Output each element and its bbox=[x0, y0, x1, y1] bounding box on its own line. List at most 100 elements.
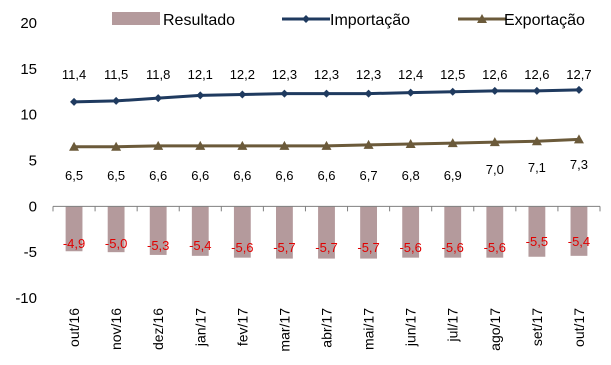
y-tick-label: 20 bbox=[20, 15, 37, 32]
point-importacao bbox=[406, 88, 415, 97]
point-exportacao bbox=[69, 141, 80, 151]
legend-marker-importacao bbox=[302, 15, 310, 23]
x-tick-label: mai/17 bbox=[361, 308, 377, 350]
data-label-exportacao: 6,6 bbox=[317, 168, 335, 183]
point-importacao bbox=[70, 97, 79, 106]
point-exportacao bbox=[279, 140, 290, 150]
y-tick-label: 5 bbox=[29, 153, 37, 170]
legend-label-importacao: Importação bbox=[330, 12, 410, 29]
point-importacao bbox=[196, 91, 205, 100]
bar-resultado bbox=[107, 206, 125, 253]
y-tick-label: -10 bbox=[15, 290, 37, 307]
x-tick-label: jul/17 bbox=[445, 308, 461, 343]
data-label-importacao: 12,6 bbox=[524, 67, 549, 82]
y-tick-label: 0 bbox=[29, 198, 37, 215]
point-importacao bbox=[448, 87, 457, 96]
data-label-exportacao: 6,6 bbox=[191, 168, 209, 183]
bar-resultado bbox=[233, 206, 251, 258]
data-label-importacao: 12,1 bbox=[188, 67, 213, 82]
data-label-importacao: 12,5 bbox=[440, 67, 465, 82]
legend-label-resultado: Resultado bbox=[163, 12, 235, 29]
data-label-resultado: -5,4 bbox=[568, 234, 590, 249]
legend-label-exportacao: Exportação bbox=[504, 12, 585, 29]
point-exportacao bbox=[447, 138, 458, 148]
bar-resultado bbox=[149, 206, 167, 255]
x-tick-label: jun/17 bbox=[403, 308, 419, 347]
point-exportacao bbox=[405, 139, 416, 148]
x-tick-labels: out/16 nov/16 dez/16 jan/17 fev/17 mar/17 abr/… bbox=[66, 308, 587, 352]
bar-resultado bbox=[360, 206, 377, 259]
data-label-resultado: -5,6 bbox=[484, 240, 506, 255]
point-importacao bbox=[532, 86, 541, 95]
data-label-exportacao: 6,6 bbox=[149, 168, 167, 183]
data-label-resultado: -5,7 bbox=[357, 240, 379, 255]
point-exportacao bbox=[237, 140, 248, 150]
x-tick-label: fev/17 bbox=[234, 308, 250, 346]
point-exportacao bbox=[321, 140, 332, 150]
data-label-exportacao: 7,0 bbox=[486, 162, 504, 177]
lines bbox=[69, 85, 584, 151]
point-importacao bbox=[112, 96, 121, 105]
y-tick-label: 10 bbox=[20, 107, 37, 124]
bar-resultado bbox=[276, 206, 293, 259]
data-label-resultado: -5,3 bbox=[147, 238, 169, 253]
data-label-exportacao: 6,5 bbox=[107, 168, 125, 183]
point-exportacao bbox=[489, 137, 500, 147]
point-importacao bbox=[490, 86, 499, 95]
data-label-resultado: -5,0 bbox=[105, 236, 127, 251]
data-label-exportacao: 6,5 bbox=[65, 168, 83, 183]
point-importacao bbox=[280, 89, 289, 98]
data-label-importacao: 11,8 bbox=[146, 67, 170, 82]
data-label-resultado: -5,7 bbox=[273, 240, 295, 255]
data-label-importacao: 12,2 bbox=[230, 67, 255, 82]
data-label-exportacao: 6,6 bbox=[233, 168, 251, 183]
bar-resultado bbox=[318, 206, 335, 259]
x-tick-label: ago/17 bbox=[487, 308, 503, 351]
data-label-exportacao: 6,7 bbox=[360, 168, 378, 183]
point-exportacao bbox=[531, 136, 542, 146]
legend: Resultado Importação Exportação bbox=[112, 12, 585, 29]
point-exportacao bbox=[111, 141, 122, 151]
data-label-exportacao: 6,9 bbox=[444, 168, 462, 183]
data-label-importacao: 11,4 bbox=[62, 67, 86, 82]
y-tick-label: -5 bbox=[24, 244, 37, 261]
data-label-resultado: -5,5 bbox=[526, 234, 548, 249]
legend-swatch-resultado bbox=[112, 12, 160, 25]
bar-resultado bbox=[570, 206, 588, 256]
legend-marker-exportacao bbox=[477, 14, 487, 23]
x-tick-label: dez/16 bbox=[150, 308, 166, 350]
bars-resultado bbox=[65, 206, 588, 259]
point-exportacao bbox=[195, 140, 206, 150]
data-label-importacao: 12,7 bbox=[566, 67, 591, 82]
point-exportacao bbox=[573, 134, 584, 144]
data-label-resultado: -4,9 bbox=[63, 236, 85, 251]
data-label-exportacao: 7,3 bbox=[570, 157, 588, 172]
x-tick-label: nov/16 bbox=[108, 308, 124, 350]
data-label-exportacao: 7,1 bbox=[528, 160, 546, 175]
data-label-importacao: 12,3 bbox=[314, 67, 339, 82]
data-label-importacao: 12,3 bbox=[272, 67, 297, 82]
point-importacao bbox=[238, 90, 247, 99]
data-label-exportacao: 6,6 bbox=[275, 168, 293, 183]
x-tick-label: mar/17 bbox=[276, 308, 292, 352]
bar-resultado bbox=[402, 206, 420, 258]
x-tick-label: set/17 bbox=[529, 308, 545, 346]
point-importacao bbox=[322, 89, 331, 98]
data-label-resultado: -5,7 bbox=[315, 240, 337, 255]
point-importacao bbox=[364, 89, 373, 98]
bar-resultado bbox=[486, 206, 504, 258]
data-label-resultado: -5,6 bbox=[231, 240, 253, 255]
zero-axis bbox=[52, 205, 601, 212]
data-label-importacao: 11,5 bbox=[104, 67, 128, 82]
data-label-resultado: -5,6 bbox=[399, 240, 421, 255]
x-tick-label: abr/17 bbox=[319, 308, 335, 348]
x-tick-label: out/17 bbox=[571, 308, 587, 347]
point-exportacao bbox=[363, 139, 374, 149]
data-label-resultado: -5,6 bbox=[442, 240, 464, 255]
data-labels: 11,4 11,5 11,8 12,1 12,2 12,3 12,3 12,3 12,4 12,5… bbox=[62, 67, 592, 255]
x-tick-label: jan/17 bbox=[192, 308, 208, 347]
bar-resultado bbox=[65, 206, 83, 252]
data-label-importacao: 12,3 bbox=[356, 67, 381, 82]
y-axis: 20 15 10 5 0 -5 -10 bbox=[15, 15, 37, 307]
bar-resultado bbox=[444, 206, 462, 258]
